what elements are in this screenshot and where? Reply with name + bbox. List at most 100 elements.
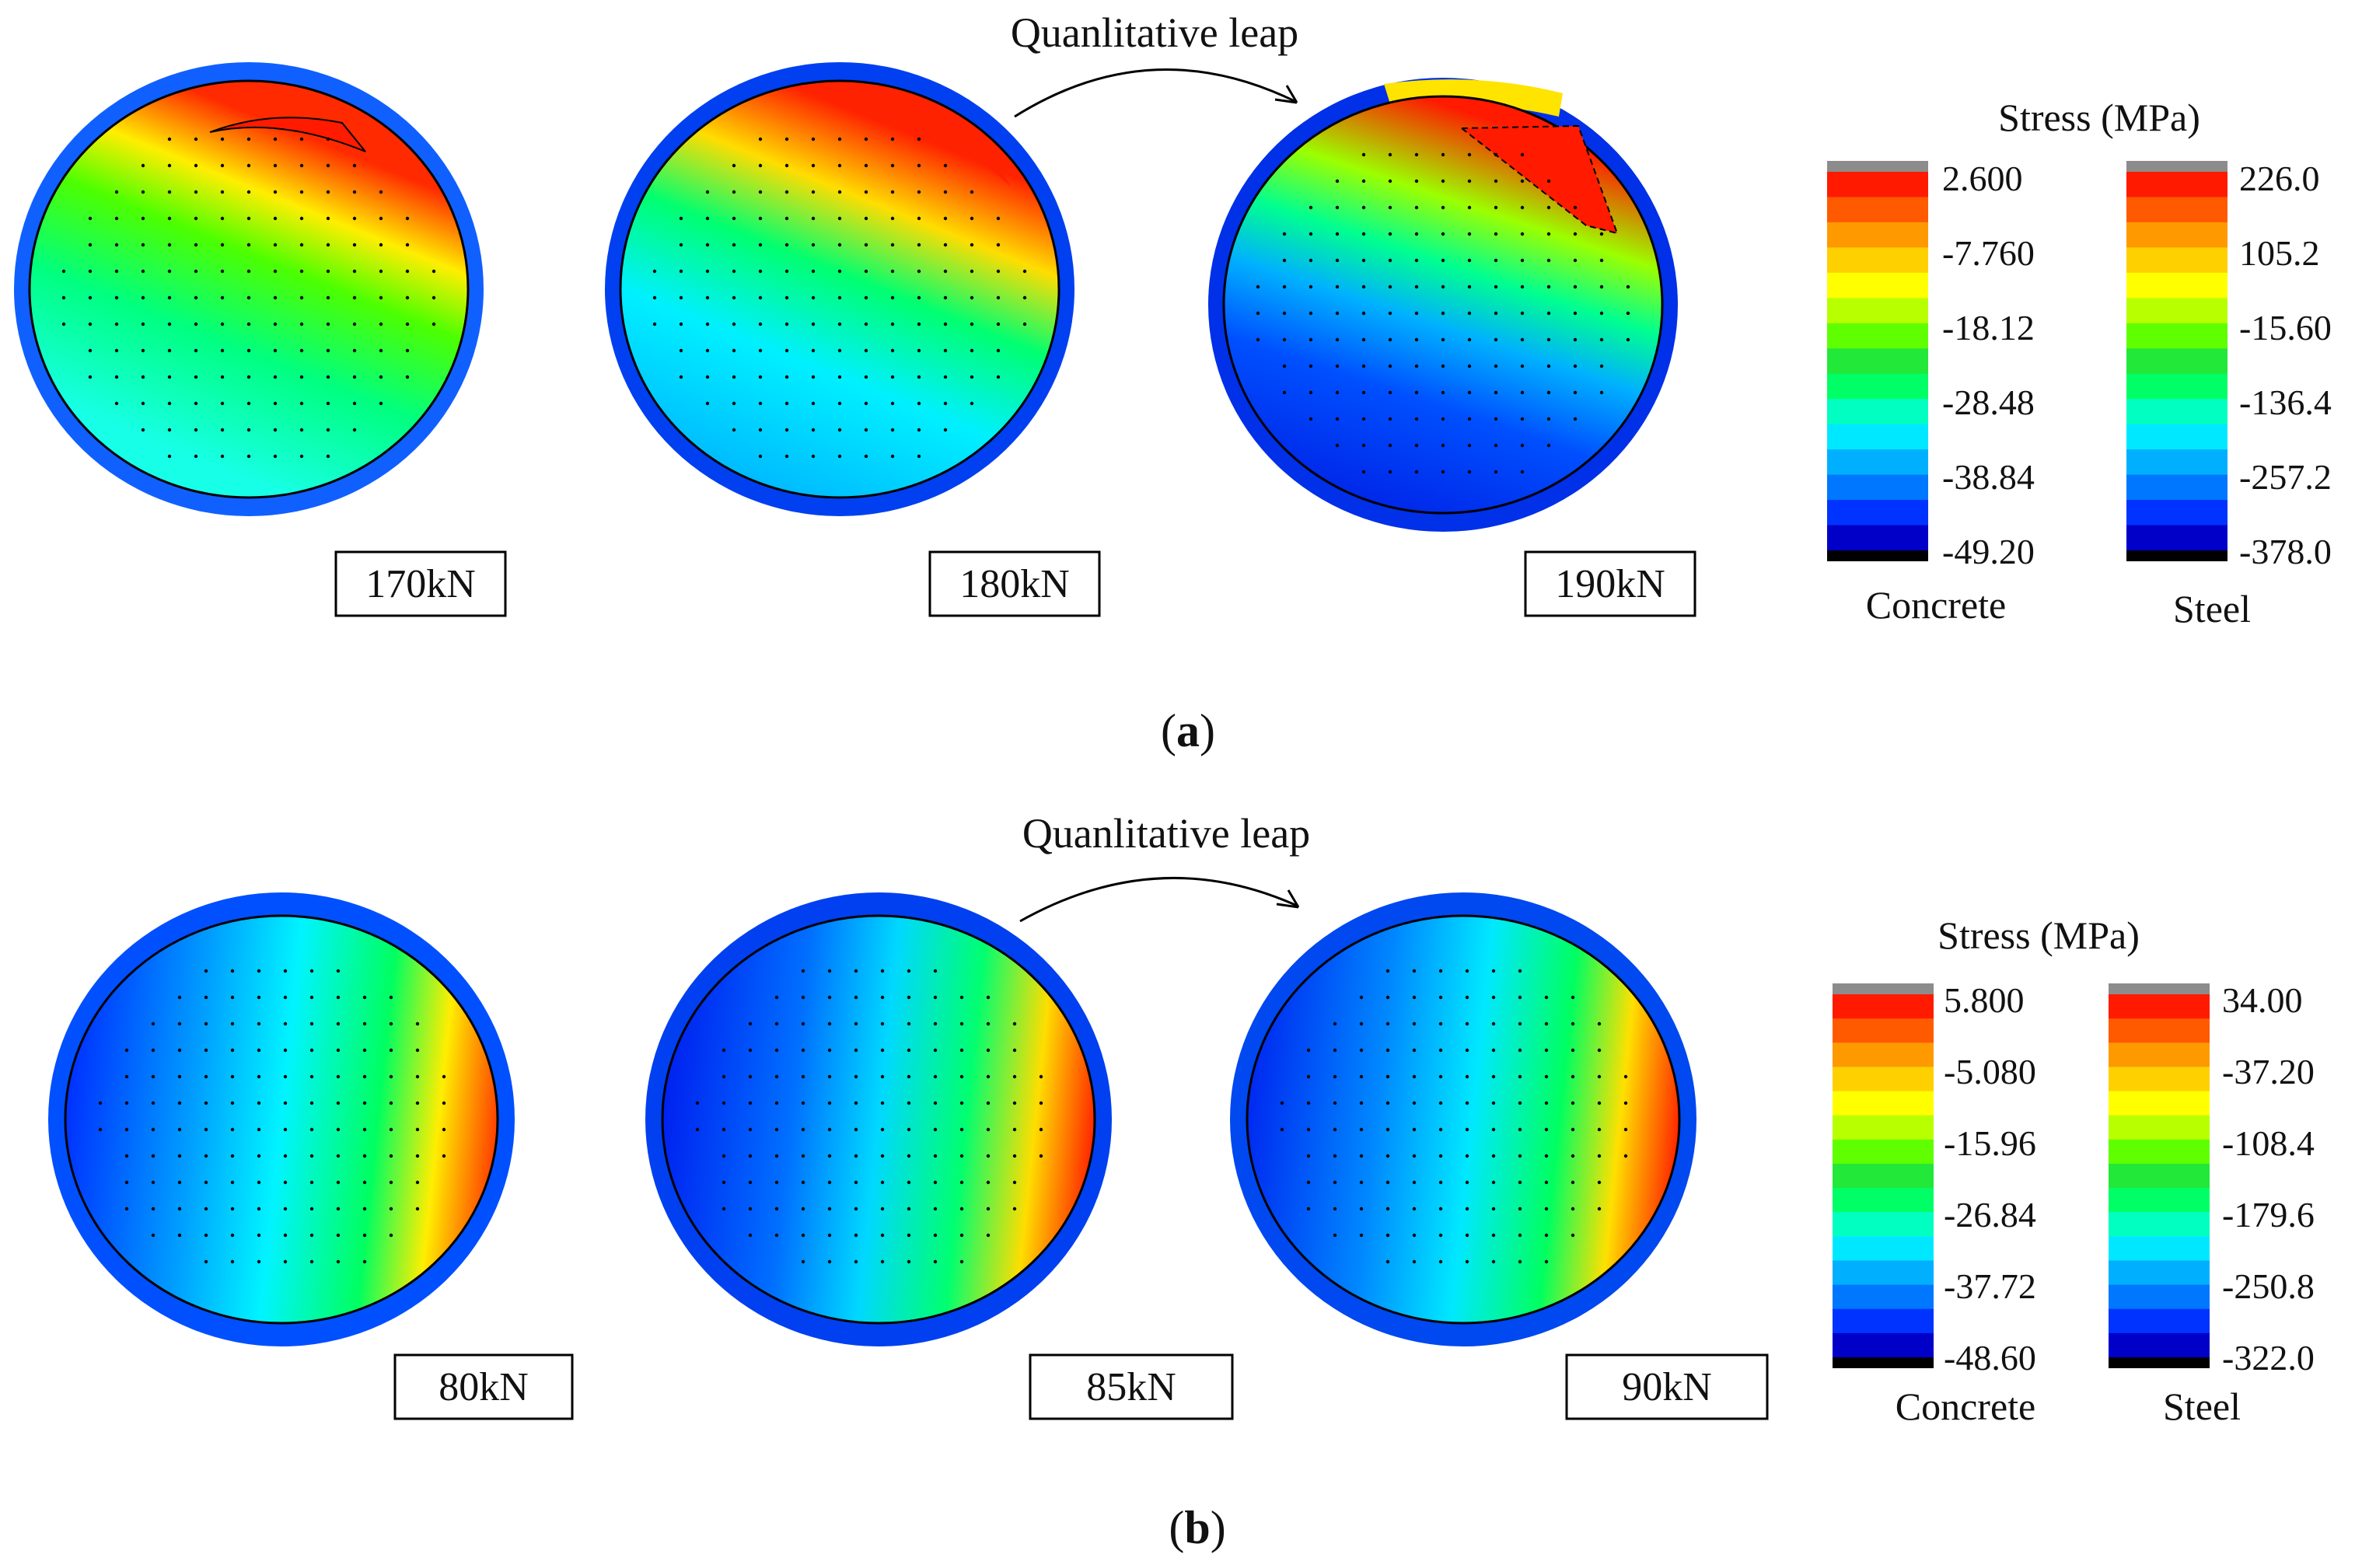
rebar-dot: [917, 163, 921, 168]
rebar-dot: [970, 401, 974, 406]
rebar-dot: [273, 269, 278, 274]
rebar-dot: [1518, 1101, 1522, 1105]
rebar-dot: [880, 1127, 885, 1132]
rebar-dot: [1012, 1074, 1017, 1079]
rebar-dot: [907, 1101, 911, 1105]
rebar-dot: [442, 1127, 446, 1132]
rebar-dot: [758, 322, 763, 327]
rebar-dot: [362, 1021, 367, 1026]
rebar-dot: [389, 1233, 393, 1238]
rebar-dot: [379, 243, 383, 247]
rebar-dot: [1518, 969, 1522, 973]
rebar-dot: [405, 348, 410, 353]
rebar-dot: [722, 1074, 726, 1079]
rebar-dot: [194, 190, 198, 194]
rebar-dot: [1385, 969, 1390, 973]
rebar-dot: [1361, 417, 1366, 421]
rebar-dot: [864, 190, 868, 194]
rebar-dot: [1494, 285, 1498, 289]
rebar-dot: [705, 322, 710, 327]
rebar-dot: [230, 1233, 235, 1238]
rebar-dot: [1441, 285, 1445, 289]
rebar-dot: [352, 428, 357, 432]
rebar-dot: [1520, 152, 1525, 157]
rebar-dot: [890, 243, 895, 247]
rebar-dot: [722, 1101, 726, 1105]
rebar-dot: [774, 1154, 779, 1158]
rebar-dot: [98, 1101, 103, 1105]
rebar-dot: [880, 1259, 885, 1264]
tick-label: -49.20: [1942, 532, 2035, 571]
rebar-dot: [1441, 179, 1445, 183]
rebar-dot: [1361, 232, 1366, 236]
rebar-dot: [732, 190, 736, 194]
rebar-dot: [1518, 1180, 1522, 1185]
legend-title: Stress (MPa): [1998, 96, 2200, 139]
rebar-dot: [907, 1074, 911, 1079]
rebar-dot: [1597, 1207, 1602, 1211]
rebar-dot: [907, 1259, 911, 1264]
rebar-dot: [732, 322, 736, 327]
rebar-dot: [1333, 1021, 1337, 1026]
rebar-dot: [1438, 969, 1443, 973]
rebar-dot: [1388, 470, 1392, 474]
rebar-dot: [827, 995, 832, 1000]
rebar-dot: [230, 995, 235, 1000]
rebar-dot: [273, 375, 278, 379]
rebar-dot: [220, 428, 225, 432]
rebar-dot: [1309, 311, 1313, 316]
rebar-dot: [204, 1259, 208, 1264]
colorbar-band: [1827, 449, 1928, 476]
rebar-dot: [1491, 1154, 1496, 1158]
rebar-dot: [167, 454, 172, 459]
rebar-dot: [114, 401, 119, 406]
colorbar-band: [1833, 1163, 1934, 1189]
rebar-dot: [124, 1154, 129, 1158]
rebar-dot: [362, 995, 367, 1000]
rebar-dot: [1467, 337, 1472, 342]
rebar-dot: [864, 163, 868, 168]
colorbar-band: [1827, 373, 1928, 400]
rebar-dot: [1494, 417, 1498, 421]
rebar-dot: [996, 348, 1001, 353]
rebar-dot: [257, 1259, 261, 1264]
load-label: 180kN: [959, 562, 1070, 606]
colorbar-band: [2109, 1236, 2210, 1262]
rebar-dot: [141, 216, 145, 221]
rebar-dot: [204, 1233, 208, 1238]
rebar-dot: [1306, 1127, 1311, 1132]
colorbar-band: [1833, 1236, 1934, 1262]
rebar-dot: [352, 322, 357, 327]
concrete-colorbar: [1833, 983, 1934, 1368]
rebar-dot: [1388, 152, 1392, 157]
rebar-dot: [352, 375, 357, 379]
rebar-dot: [801, 969, 805, 973]
rebar-dot: [1414, 443, 1419, 448]
rebar-dot: [326, 428, 330, 432]
rebar-dot: [283, 1101, 288, 1105]
rebar-dot: [732, 269, 736, 274]
rebar-dot: [432, 295, 436, 300]
rebar-dot: [167, 269, 172, 274]
rebar-dot: [167, 375, 172, 379]
rebar-dot: [204, 1101, 208, 1105]
rebar-dot: [837, 163, 842, 168]
rebar-dot: [405, 243, 410, 247]
rebar-dot: [1573, 232, 1578, 236]
rebar-dot: [1465, 1048, 1469, 1053]
colorbar-cap-bottom: [1833, 1357, 1934, 1368]
load-label: 90kN: [1622, 1365, 1712, 1409]
rebar-dot: [801, 1127, 805, 1132]
rebar-dot: [890, 322, 895, 327]
rebar-dot: [1438, 1259, 1443, 1264]
rebar-dot: [801, 995, 805, 1000]
rebar-dot: [299, 428, 304, 432]
rebar-dot: [933, 1101, 938, 1105]
colorbar-band: [1827, 298, 1928, 324]
rebar-dot: [1599, 390, 1604, 395]
rebar-dot: [167, 216, 172, 221]
rebar-dot: [1546, 417, 1551, 421]
rebar-dot: [177, 1233, 182, 1238]
colorbar-band: [2109, 1332, 2210, 1358]
rebar-dot: [943, 322, 948, 327]
